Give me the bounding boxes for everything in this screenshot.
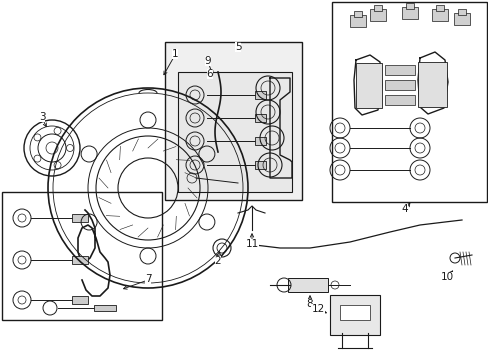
Bar <box>355 63 381 108</box>
Bar <box>457 9 465 15</box>
Bar <box>254 91 265 99</box>
Bar <box>384 95 414 105</box>
Bar <box>178 72 291 192</box>
Bar <box>254 137 265 145</box>
Bar <box>435 5 443 11</box>
Bar <box>431 9 447 21</box>
Bar <box>2 192 162 320</box>
Bar <box>417 62 446 107</box>
Bar <box>373 5 381 11</box>
Bar <box>254 114 265 122</box>
Bar <box>331 2 486 202</box>
Bar <box>349 15 365 27</box>
Bar <box>94 305 116 311</box>
Text: 7: 7 <box>144 274 151 284</box>
Text: 10: 10 <box>440 272 453 282</box>
Bar <box>405 3 413 9</box>
Bar <box>72 296 88 304</box>
Text: 1: 1 <box>171 49 178 59</box>
Bar <box>369 9 385 21</box>
Bar <box>287 278 327 292</box>
Bar <box>329 295 379 335</box>
Text: 5: 5 <box>234 42 241 52</box>
Bar <box>384 80 414 90</box>
Bar <box>72 214 88 222</box>
Bar <box>453 13 469 25</box>
Text: 2: 2 <box>214 256 221 266</box>
Bar <box>72 256 88 264</box>
Text: 3: 3 <box>39 112 45 122</box>
Bar <box>164 42 302 200</box>
Bar <box>353 11 361 17</box>
Bar <box>254 161 265 169</box>
Text: 4: 4 <box>401 204 407 214</box>
Text: 12: 12 <box>311 304 324 314</box>
Bar <box>339 305 369 320</box>
Text: 9: 9 <box>204 56 211 66</box>
Text: 8: 8 <box>306 299 313 309</box>
Bar <box>384 65 414 75</box>
Bar <box>401 7 417 19</box>
Text: 11: 11 <box>245 239 258 249</box>
Text: 6: 6 <box>206 69 213 79</box>
